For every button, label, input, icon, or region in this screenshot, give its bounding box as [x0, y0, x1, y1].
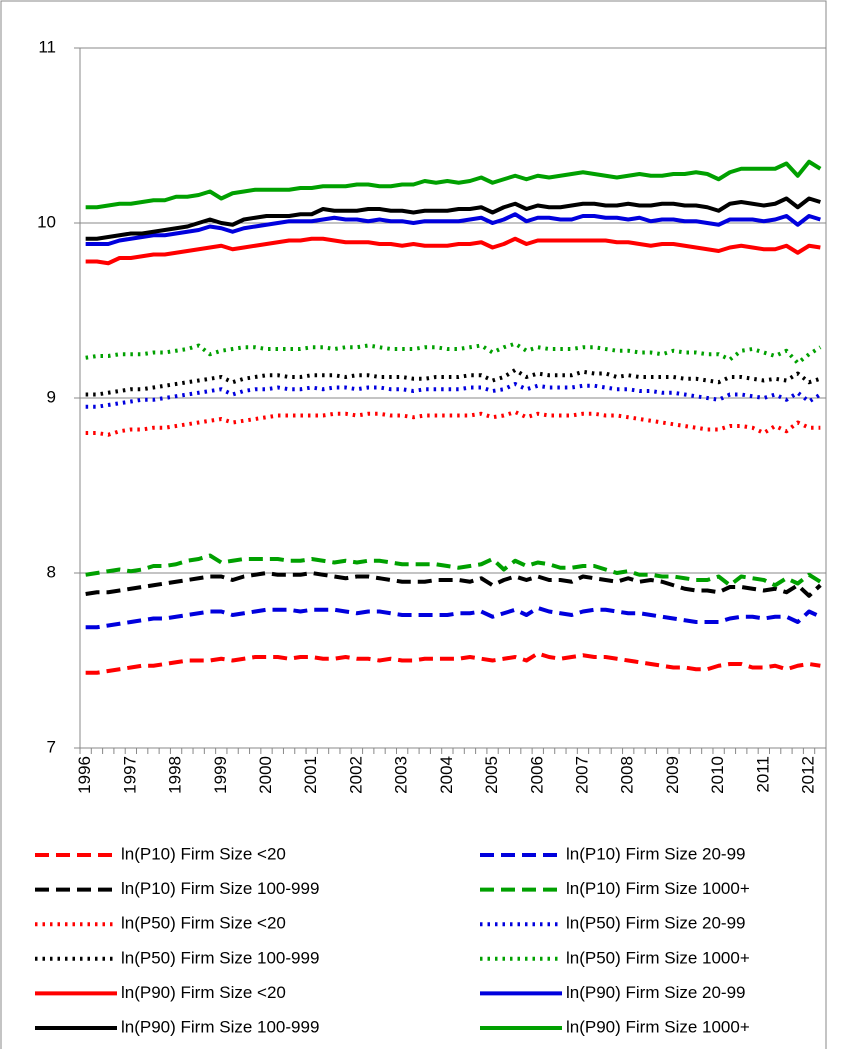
x-tick-label: 2012 [799, 756, 818, 794]
x-tick-label: 2006 [527, 756, 546, 794]
y-tick-label: 7 [47, 737, 56, 756]
legend-label: ln(P90) Firm Size 100-999 [121, 1017, 319, 1036]
chart-frame [0, 0, 827, 1049]
series-line [85, 382, 822, 409]
x-tick-label: 1996 [75, 756, 94, 794]
legend-label: ln(P10) Firm Size 20-99 [566, 844, 746, 863]
x-tick-label: 1997 [120, 756, 139, 794]
y-tick-label: 9 [47, 387, 56, 406]
series-line [85, 571, 822, 598]
x-tick-label: 2011 [753, 756, 772, 793]
y-tick-label: 11 [38, 37, 56, 56]
series-line [85, 606, 822, 630]
legend-label: ln(P10) Firm Size 100-999 [121, 879, 319, 898]
series-line [85, 341, 822, 365]
y-tick-label: 8 [47, 562, 56, 581]
legend-label: ln(P90) Firm Size 1000+ [566, 1017, 750, 1036]
legend-label: ln(P90) Firm Size <20 [121, 983, 286, 1002]
series-line [85, 651, 821, 675]
x-tick-label: 2009 [663, 756, 682, 794]
series-line [85, 368, 821, 397]
x-tick-label: 1998 [166, 756, 185, 794]
legend-label: ln(P90) Firm Size 20-99 [566, 983, 746, 1002]
series-line [85, 212, 821, 246]
legend-label: ln(P10) Firm Size <20 [121, 844, 286, 863]
x-tick-label: 2003 [392, 756, 411, 794]
x-tick-label: 2002 [346, 756, 365, 794]
series-line [85, 410, 821, 437]
legend-label: ln(P10) Firm Size 1000+ [566, 879, 750, 898]
x-tick-label: 2008 [618, 756, 637, 794]
series-line [85, 553, 822, 588]
x-tick-label: 2000 [256, 756, 275, 794]
legend-label: ln(P50) Firm Size <20 [121, 914, 286, 933]
x-tick-label: 2001 [301, 756, 320, 794]
x-tick-label: 2010 [708, 756, 727, 794]
series-line [85, 196, 821, 241]
legend-label: ln(P50) Firm Size 20-99 [566, 914, 746, 933]
x-tick-label: 1999 [211, 756, 230, 794]
x-tick-label: 2004 [437, 756, 456, 794]
legend-label: ln(P50) Firm Size 100-999 [121, 948, 319, 967]
x-tick-label: 2007 [572, 756, 591, 794]
x-tick-label: 2005 [482, 756, 501, 794]
series-line [85, 236, 821, 266]
series-line [85, 159, 822, 210]
legend-label: ln(P50) Firm Size 1000+ [566, 948, 750, 967]
y-tick-label: 10 [37, 212, 56, 231]
